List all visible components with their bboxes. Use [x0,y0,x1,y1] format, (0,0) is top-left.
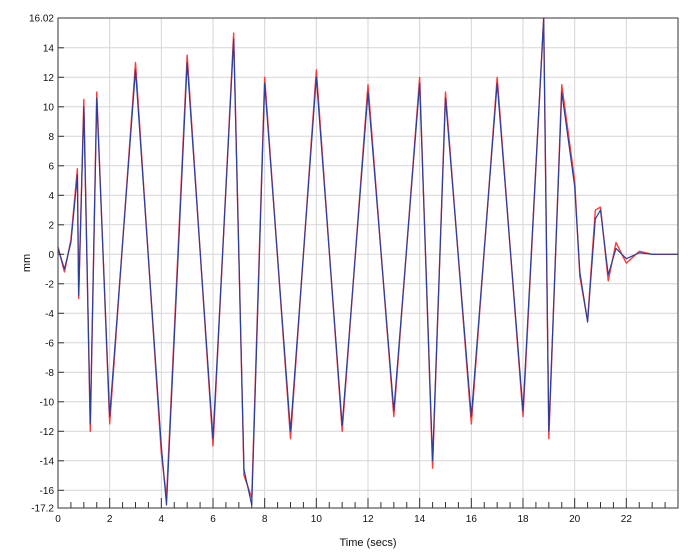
y-tick-label: -17.2 [31,504,54,515]
y-tick-label: 8 [48,132,54,143]
x-tick-label: 10 [311,514,323,525]
series-line-1 [57,17,678,499]
series-line-2 [57,17,678,506]
x-tick-label: 16 [466,514,478,525]
y-axis-title: mm [21,254,33,272]
y-tick-label: 2 [48,220,54,231]
x-tick-label: 22 [621,514,633,525]
plot-frame [57,17,679,509]
y-tick-label: -16 [40,486,55,497]
y-tick-label: -12 [40,427,55,438]
y-tick-label: 12 [43,73,55,84]
y-tick-label: -6 [45,338,54,349]
series-layer [57,17,678,506]
y-tick-label: 4 [48,191,54,202]
x-tick-label: 12 [362,514,374,525]
x-tick-label: 8 [262,514,268,525]
y-tick-label: -8 [45,368,54,379]
y-tick-label: -4 [45,309,54,320]
x-tick-label: 2 [107,514,113,525]
axes [57,17,679,509]
x-tick-label: 18 [517,514,529,525]
y-tick-label: 6 [48,161,54,172]
x-axis-title: Time (secs) [339,537,396,549]
x-tick-label: 4 [159,514,165,525]
y-tick-label: -14 [40,456,55,467]
x-tick-label: 6 [210,514,216,525]
x-tick-label: 0 [55,514,61,525]
y-tick-label: -10 [40,397,55,408]
y-tick-label: 10 [43,102,55,113]
y-tick-label: 16.02 [29,14,54,25]
y-tick-label: 14 [43,43,55,54]
x-tick-label: 20 [569,514,581,525]
y-tick-label: -2 [45,279,54,290]
y-tick-label: 0 [48,250,54,261]
tick-labels: 0 2 4 6 8 10 12 14 16 18 20 2216.0214121086420-2-4-… [29,14,632,526]
x-tick-label: 14 [414,514,426,525]
